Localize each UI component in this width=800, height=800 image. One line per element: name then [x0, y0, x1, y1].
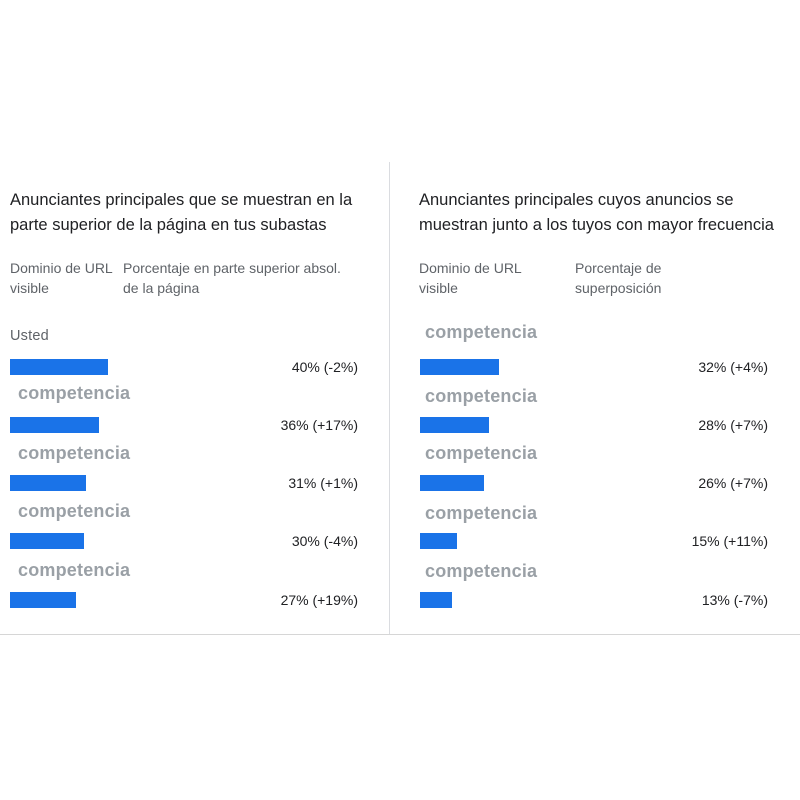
column-header-metric: Porcentaje de superposición: [575, 260, 662, 296]
bar: [420, 417, 489, 433]
bar: [10, 592, 76, 608]
column-header-metric: Porcentaje en parte superior absol. de l…: [123, 260, 341, 296]
value-label: 36% (+17%): [280, 417, 358, 433]
row-label: competencia: [18, 383, 131, 403]
bar: [420, 592, 452, 608]
row-label: competencia: [18, 560, 131, 580]
column-header-domain: Dominio de URL visible: [10, 260, 113, 296]
row-label: competencia: [425, 322, 538, 342]
value-label: 26% (+7%): [698, 475, 768, 491]
bar: [10, 417, 99, 433]
row-label: Usted: [10, 328, 49, 344]
value-label: 28% (+7%): [698, 417, 768, 433]
card-title: Anunciantes principales que se muestran …: [10, 191, 353, 234]
row-label: competencia: [425, 503, 538, 523]
value-label: 15% (+11%): [691, 533, 768, 549]
value-label: 30% (-4%): [291, 533, 358, 549]
bar: [10, 359, 108, 375]
charts-container: Anunciantes principales que se muestran …: [0, 162, 800, 635]
row-label: competencia: [18, 443, 131, 463]
column-header-domain: Dominio de URL visible: [419, 260, 522, 296]
bar: [10, 475, 86, 491]
bar: [10, 533, 84, 549]
bar: [420, 475, 484, 491]
top-of-page-card: Anunciantes principales que se muestran …: [0, 162, 388, 634]
value-label: 27% (+19%): [280, 592, 358, 608]
row-label: competencia: [425, 443, 538, 463]
value-label: 40% (-2%): [291, 359, 358, 375]
overlap-card: Anunciantes principales cuyos anuncios s…: [389, 162, 800, 634]
bar: [420, 359, 499, 375]
bar: [420, 533, 457, 549]
value-label: 31% (+1%): [288, 475, 358, 491]
row-label: competencia: [18, 501, 131, 521]
card-title: Anunciantes principales cuyos anuncios s…: [419, 191, 774, 234]
row-label: competencia: [425, 386, 538, 406]
row-label: competencia: [425, 561, 538, 581]
value-label: 32% (+4%): [698, 359, 768, 375]
value-label: 13% (-7%): [701, 592, 768, 608]
